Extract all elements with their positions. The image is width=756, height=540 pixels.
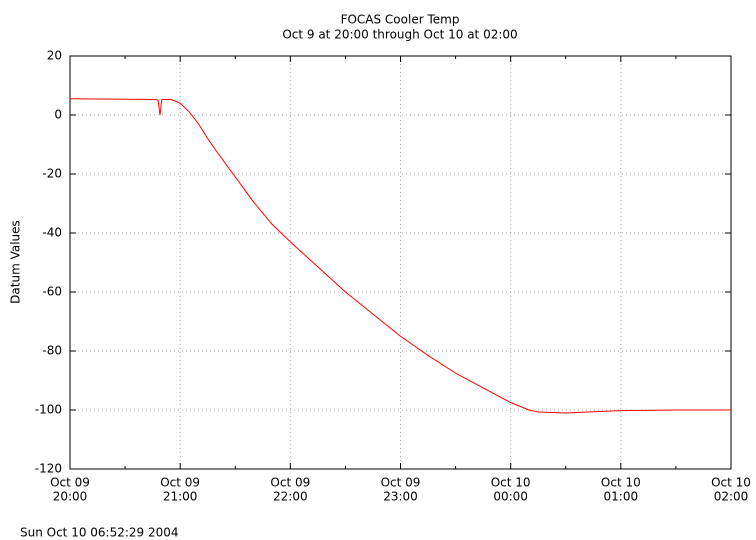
x-tick-label: 01:00 bbox=[604, 490, 639, 504]
data-line bbox=[69, 98, 731, 414]
x-tick-label: Oct 10 bbox=[601, 476, 641, 490]
x-tick-label: Oct 09 bbox=[160, 476, 200, 490]
y-tick-label: -120 bbox=[35, 462, 62, 476]
x-tick-label: 22:00 bbox=[273, 490, 308, 504]
y-tick-label: -60 bbox=[42, 285, 62, 299]
x-tick-label: 00:00 bbox=[493, 490, 528, 504]
x-tick-label: 20:00 bbox=[53, 490, 88, 504]
y-tick-label: -80 bbox=[42, 344, 62, 358]
x-tick-label: Oct 09 bbox=[50, 476, 90, 490]
y-tick-label: 20 bbox=[47, 49, 62, 63]
y-tick-label: 0 bbox=[54, 108, 62, 122]
timestamp: Sun Oct 10 06:52:29 2004 bbox=[20, 526, 179, 540]
x-tick-label: Oct 09 bbox=[270, 476, 310, 490]
x-tick-label: Oct 10 bbox=[491, 476, 531, 490]
y-axis-label: Datum Values bbox=[9, 220, 23, 304]
chart-subtitle: Oct 9 at 20:00 through Oct 10 at 02:00 bbox=[282, 28, 517, 42]
x-tick-label: 21:00 bbox=[163, 490, 198, 504]
x-tick-label: Oct 10 bbox=[711, 476, 751, 490]
chart-title: FOCAS Cooler Temp bbox=[341, 13, 460, 27]
x-tick-label: Oct 09 bbox=[381, 476, 421, 490]
y-tick-label: -100 bbox=[35, 403, 62, 417]
y-tick-label: -20 bbox=[42, 167, 62, 181]
x-tick-label: 23:00 bbox=[383, 490, 418, 504]
y-tick-label: -40 bbox=[42, 226, 62, 240]
plot-frame bbox=[69, 55, 732, 470]
x-tick-label: 02:00 bbox=[714, 490, 749, 504]
